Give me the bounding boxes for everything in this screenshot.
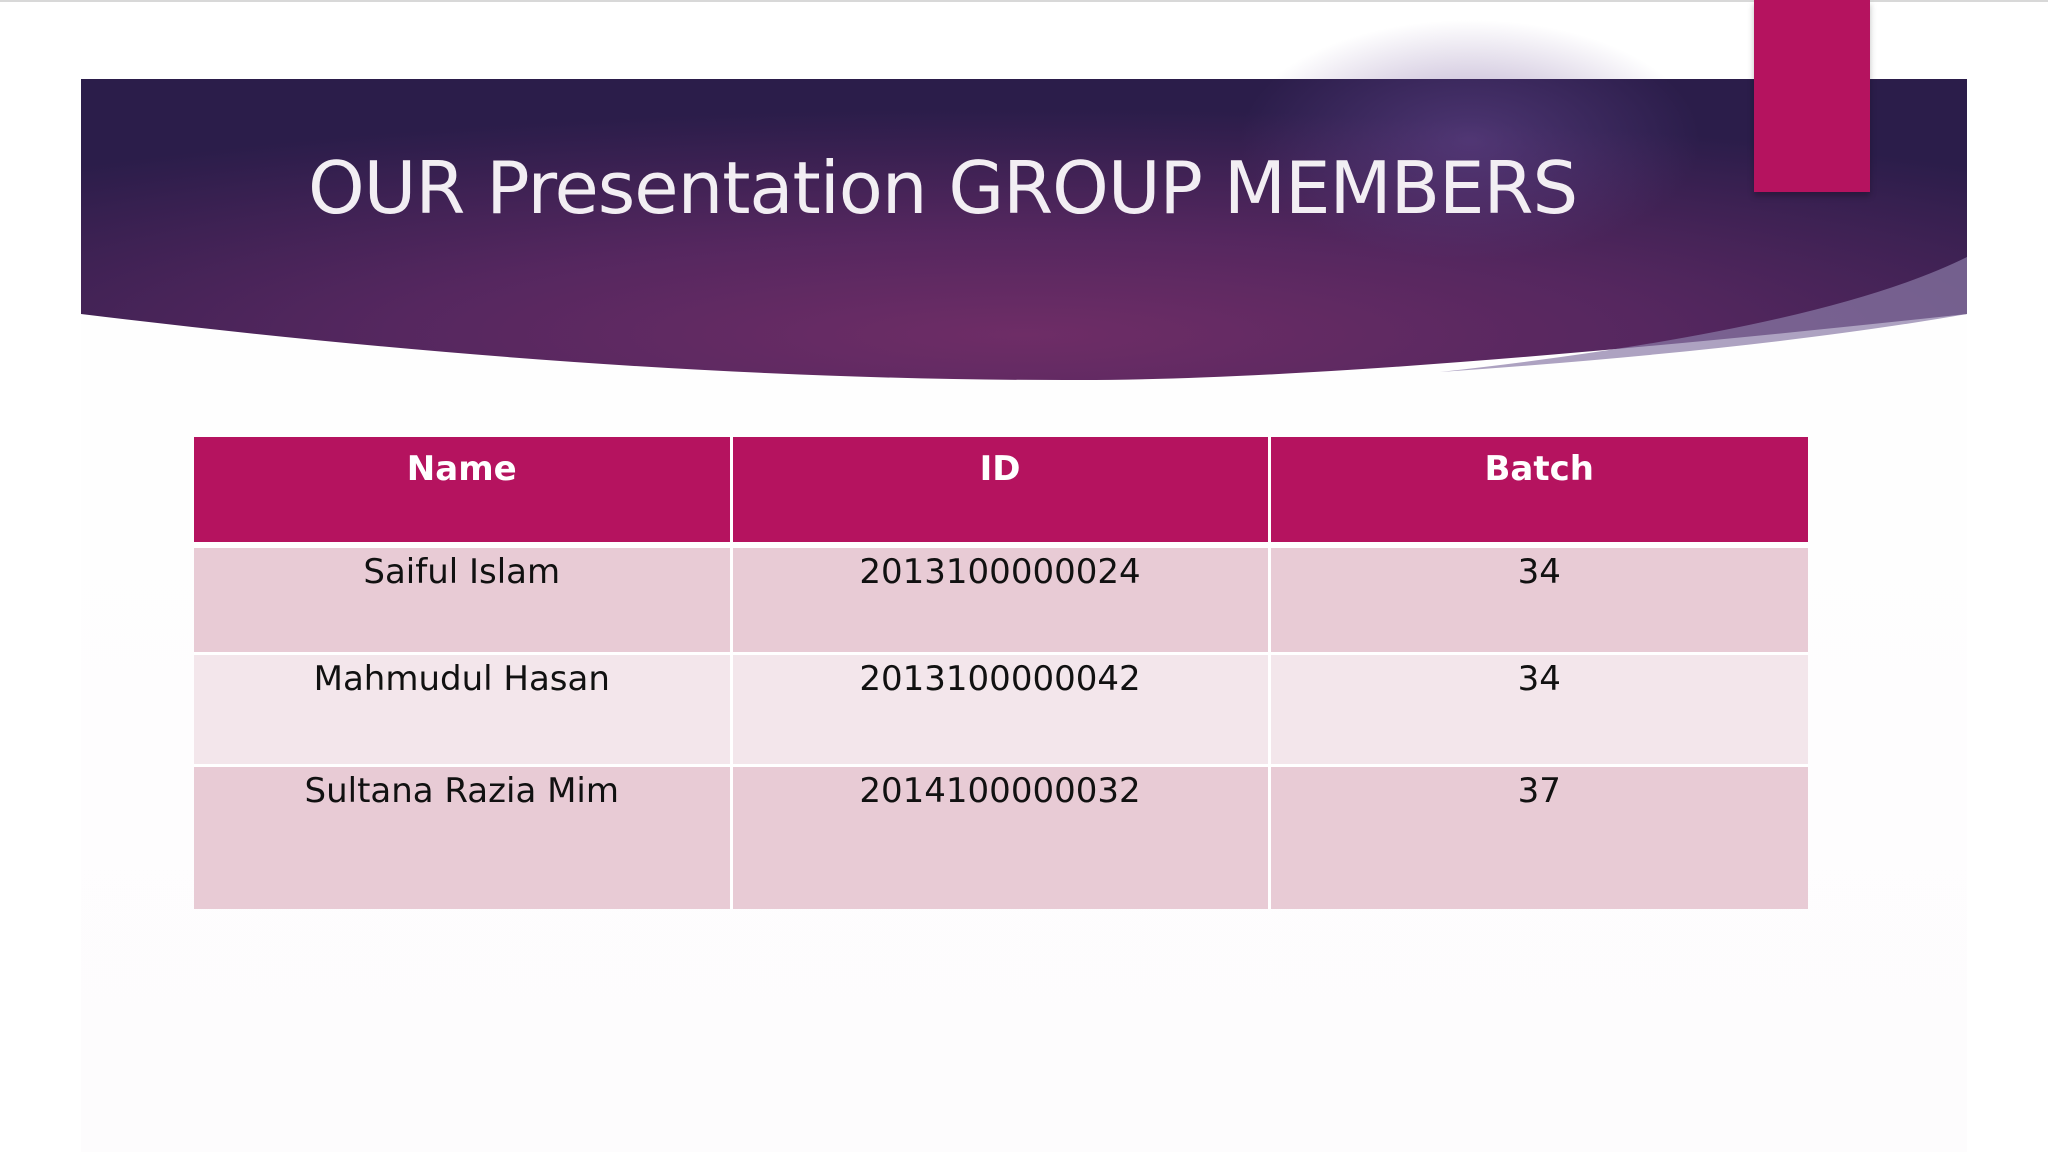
cell-batch: 37 [1269, 765, 1808, 909]
cell-batch: 34 [1269, 545, 1808, 655]
cell-batch: 34 [1269, 653, 1808, 767]
table-row: Mahmudul Hasan 2013100000042 34 [194, 653, 1808, 767]
top-border-line [0, 0, 2048, 2]
banner-swoosh [1440, 257, 1967, 372]
table-row: Sultana Razia Mim 2014100000032 37 [194, 765, 1808, 909]
header-batch: Batch [1269, 437, 1808, 548]
cell-id: 2013100000024 [731, 545, 1271, 655]
slide-title: OUR Presentation GROUP MEMBERS [308, 146, 1578, 230]
cell-name: Saiful Islam [194, 545, 733, 655]
title-banner [81, 20, 1967, 381]
table-row: Saiful Islam 2013100000024 34 [194, 545, 1808, 655]
cell-id: 2013100000042 [731, 653, 1271, 767]
cell-name: Sultana Razia Mim [194, 765, 733, 909]
accent-tab [1754, 0, 1870, 192]
banner-glow [1240, 20, 1700, 260]
members-table: Name ID Batch Saiful Islam 2013100000024… [194, 437, 1808, 909]
header-name: Name [194, 437, 733, 548]
table-header-row: Name ID Batch [194, 437, 1808, 548]
header-id: ID [731, 437, 1271, 548]
cell-id: 2014100000032 [731, 765, 1271, 909]
cell-name: Mahmudul Hasan [194, 653, 733, 767]
